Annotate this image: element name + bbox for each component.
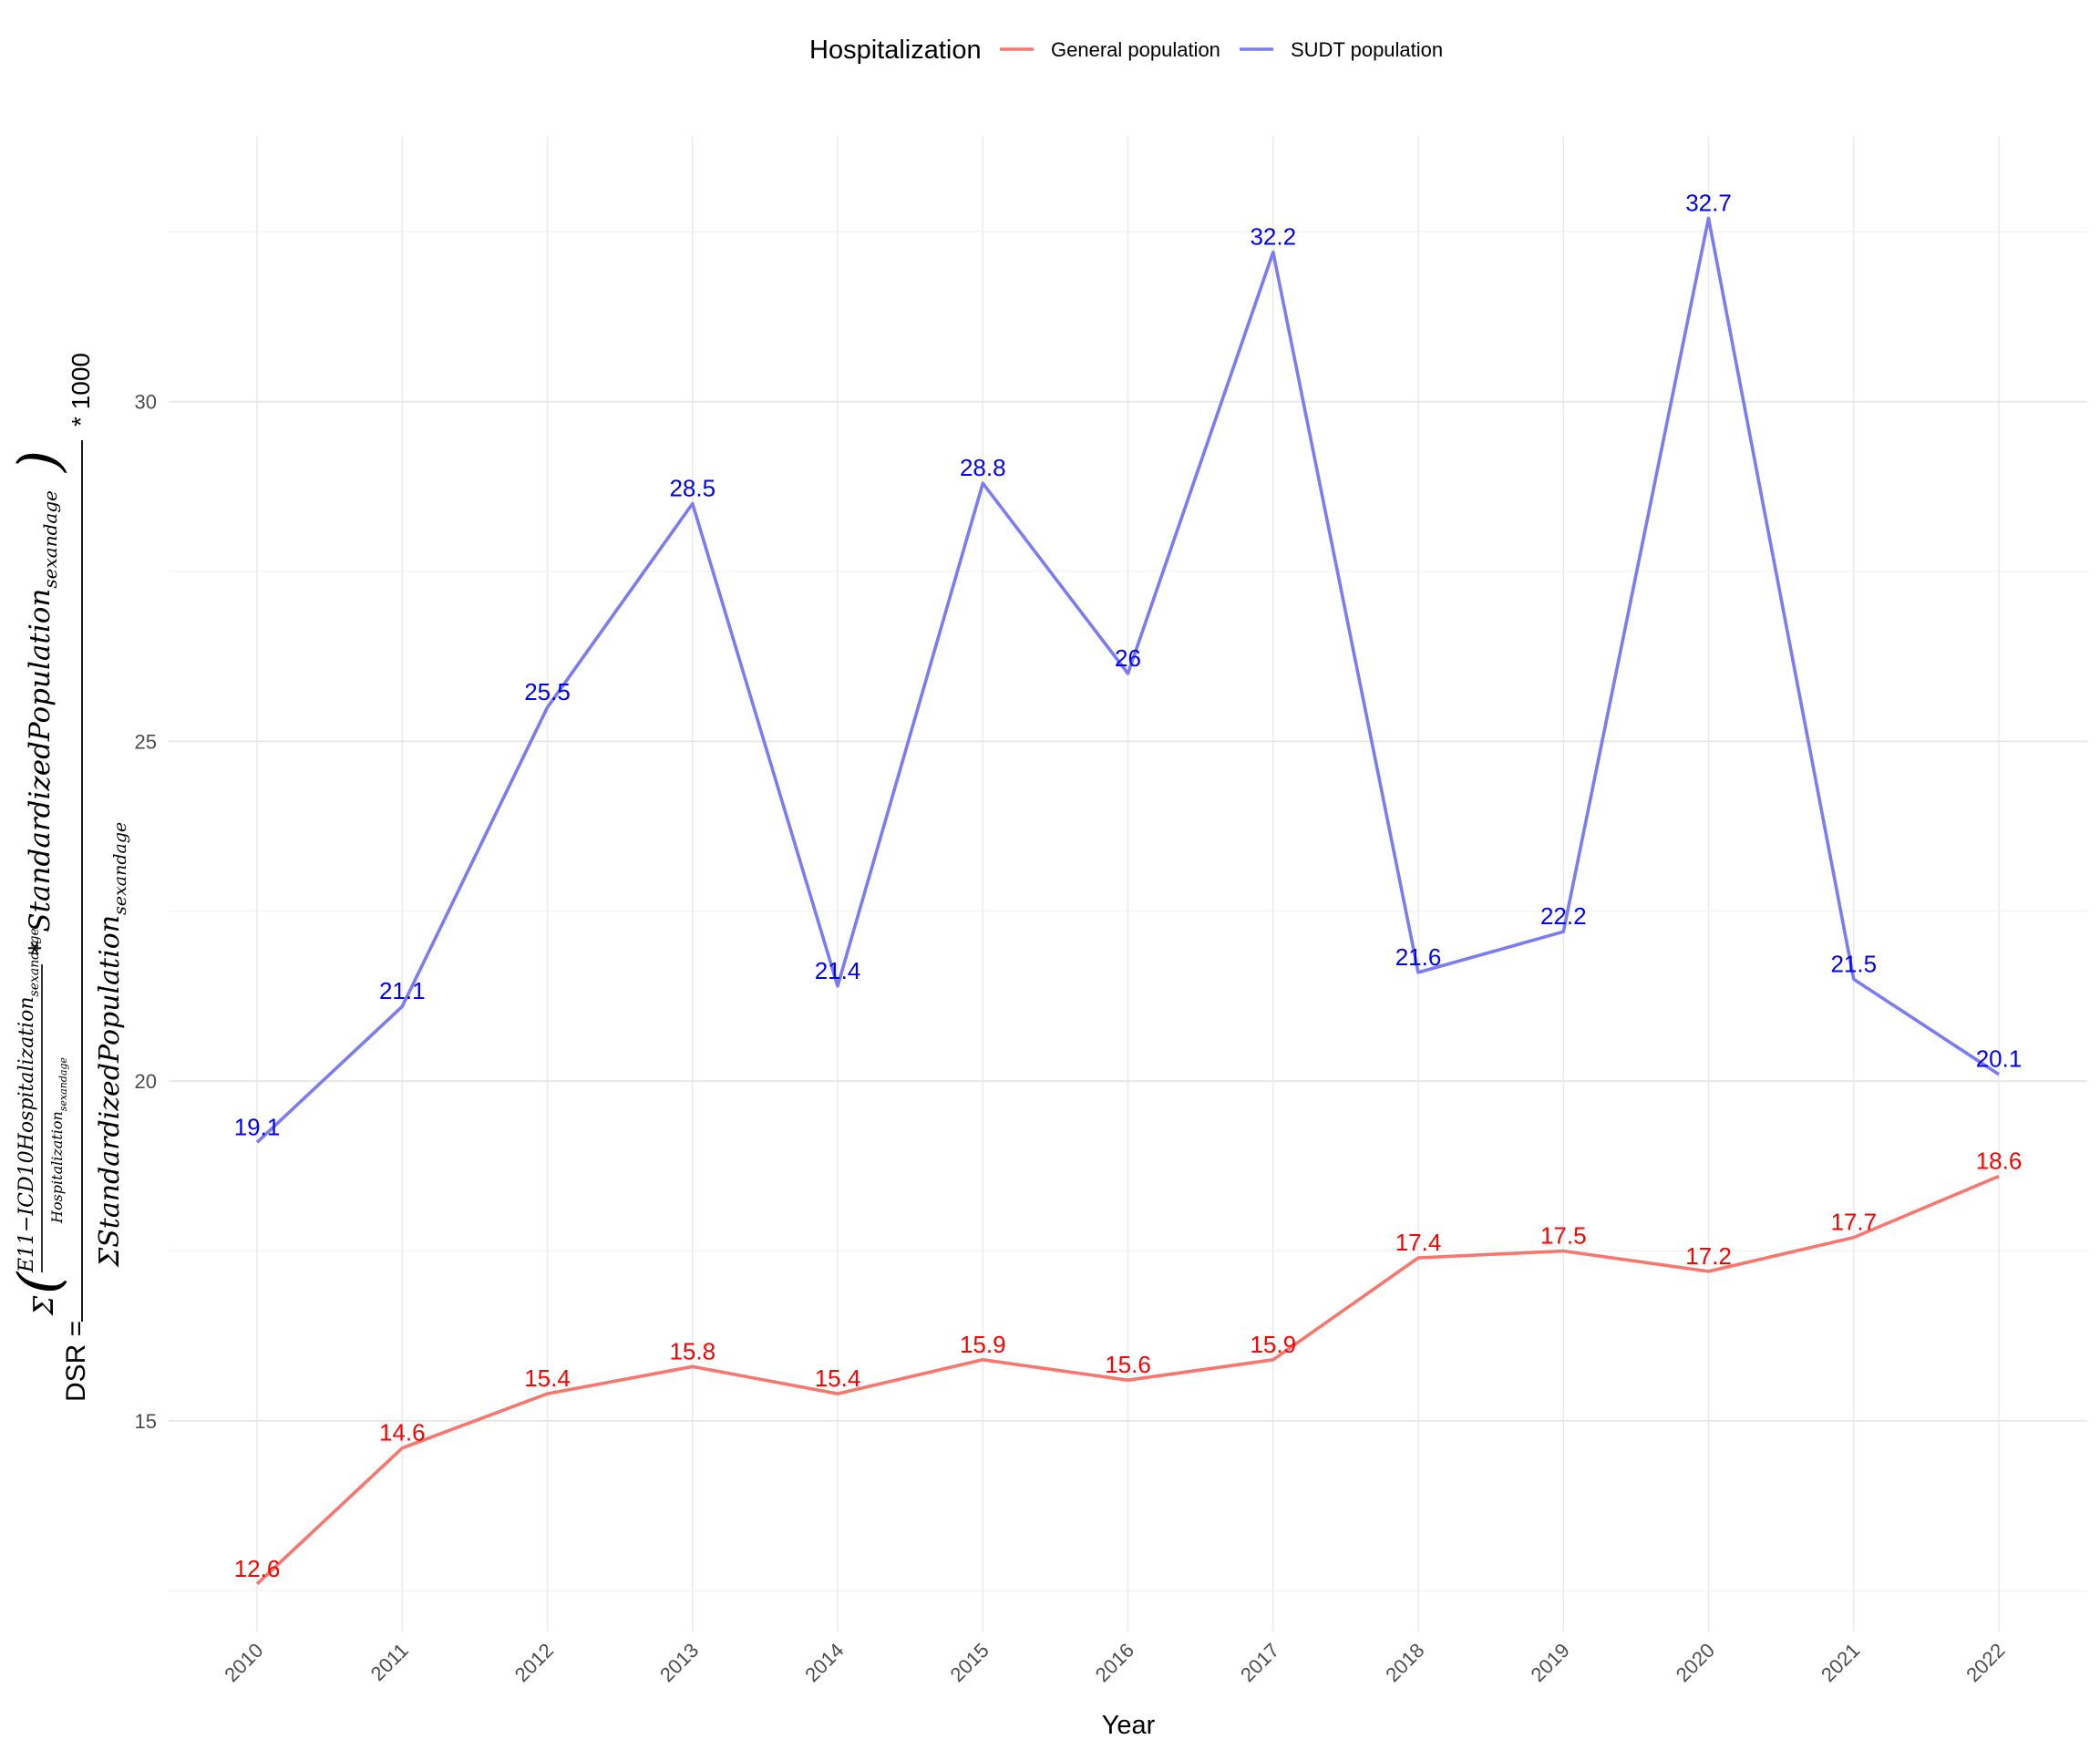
svg-text:ΣStandardizedPopulationsexanda: ΣStandardizedPopulationsexandage [94, 822, 130, 1268]
y-title-prefix: DSR = [61, 1321, 91, 1402]
data-label: 12.6 [234, 1555, 281, 1582]
y-title-times-term-sub: sexandage [39, 490, 61, 589]
y-title-close-paren: ) [5, 450, 72, 474]
y-title-multiplier: * 1000 [67, 353, 95, 427]
svg-text:E11−ICD10Hospitalizationsexand: E11−ICD10Hospitalizationsexandage [15, 928, 42, 1273]
y-tick-label: 20 [135, 1070, 157, 1093]
y-tick-labels: 15 20 25 30 [135, 391, 157, 1433]
data-label: 21.4 [815, 957, 861, 984]
data-label: 28.8 [960, 454, 1006, 481]
data-label: 17.7 [1830, 1209, 1877, 1236]
data-label: 19.1 [234, 1113, 281, 1140]
data-label: 21.5 [1830, 950, 1877, 977]
y-axis-title: DSR = Σ ( E11−ICD10Hospitalizationsexand… [5, 353, 130, 1402]
data-label: 26 [1115, 644, 1141, 672]
series-line-sudt-population [255, 216, 2000, 1144]
data-label: 15.4 [815, 1364, 861, 1392]
y-title-inner-denominator: Hospitalization [48, 1111, 66, 1224]
y-title-inner-numerator: E11−ICD10Hospitalization [15, 996, 38, 1273]
legend-title: Hospitalization [809, 36, 982, 65]
data-label: 15.9 [960, 1331, 1006, 1358]
data-labels: 12.6 14.6 15.4 15.8 15.4 15.9 15.6 15.9 17.4 17.5… [234, 189, 2023, 1581]
y-title-denominator-sub: sexandage [110, 822, 130, 915]
legend-label-sudt-population: SUDT population [1291, 38, 1443, 61]
data-label: 15.8 [669, 1337, 715, 1364]
series-lines [255, 216, 2000, 1586]
y-title-inner-denominator-sub: sexandage [57, 1057, 69, 1112]
data-label: 20.1 [1976, 1045, 2023, 1073]
x-axis-title: Year [1102, 1711, 1156, 1740]
y-title-inner-numerator-sub: sexandage [27, 928, 42, 996]
data-label: 28.5 [669, 475, 715, 502]
svg-text:Hospitalizationsexandage: Hospitalizationsexandage [48, 1057, 69, 1224]
data-label: 17.4 [1395, 1229, 1442, 1256]
y-tick-label: 15 [135, 1410, 157, 1433]
y-title-open-paren: ( [5, 1271, 72, 1294]
grid-lines [169, 137, 2087, 1632]
series-line-general-population [255, 1174, 2000, 1586]
data-label: 15.9 [1250, 1331, 1296, 1358]
data-label: 32.7 [1685, 189, 1732, 216]
data-label: 32.2 [1250, 223, 1296, 251]
svg-text:* StandardizedPopulationsexand: * StandardizedPopulationsexandage [24, 490, 61, 955]
y-title-times-term: * StandardizedPopulation [24, 589, 57, 955]
data-label: 14.6 [379, 1419, 426, 1446]
legend: Hospitalization General population SUDT … [809, 36, 1443, 65]
y-title-sum-symbol: Σ [28, 1295, 60, 1316]
data-label: 22.2 [1540, 902, 1587, 930]
data-label: 17.5 [1540, 1222, 1587, 1250]
data-label: 25.5 [524, 678, 571, 705]
y-title-denominator: ΣStandardizedPopulation [94, 915, 126, 1268]
y-tick-label: 30 [135, 391, 157, 414]
data-label: 15.6 [1105, 1351, 1151, 1378]
data-label: 17.2 [1685, 1242, 1732, 1270]
data-label: 18.6 [1976, 1148, 2023, 1175]
y-tick-label: 25 [135, 730, 157, 753]
legend-label-general-population: General population [1051, 38, 1220, 61]
data-label: 15.4 [524, 1364, 571, 1392]
data-label: 21.1 [379, 977, 426, 1004]
data-label: 21.6 [1395, 943, 1442, 971]
